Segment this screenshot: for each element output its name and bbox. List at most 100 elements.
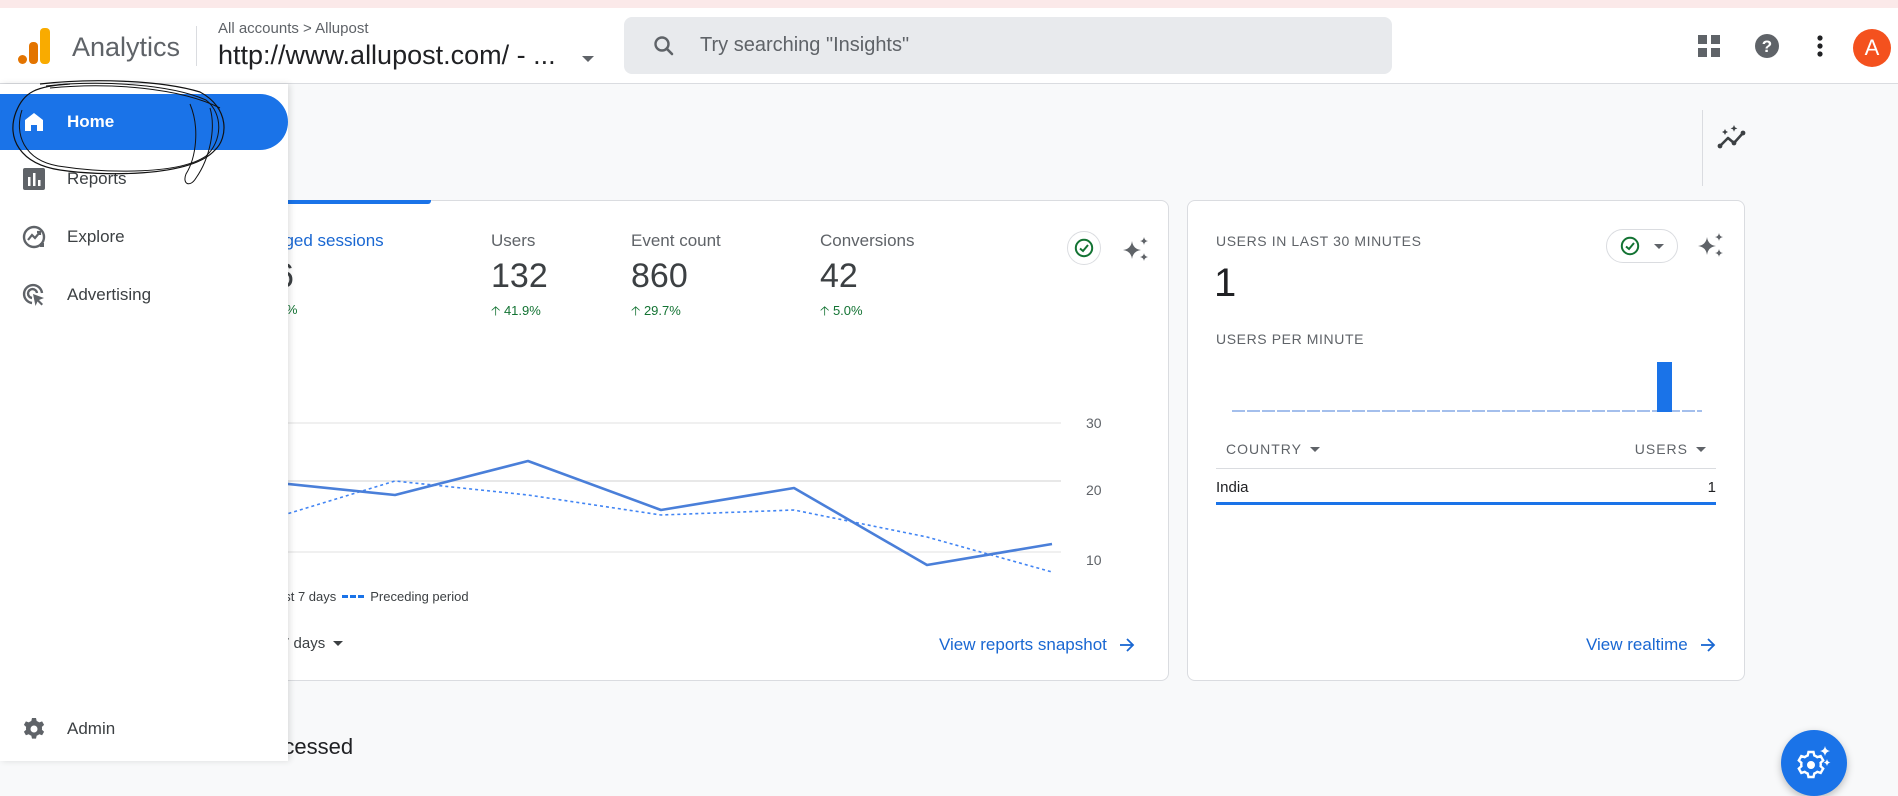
y-axis-labels: 30 20 10 0 [1086, 415, 1102, 568]
property-selector[interactable]: http://www.allupost.com/ - ... [218, 40, 556, 70]
sidebar-item-admin[interactable]: Admin [0, 701, 288, 757]
users-cell: 1 [1707, 479, 1716, 496]
metric-label: Users [491, 231, 536, 250]
avatar[interactable]: A [1853, 29, 1891, 67]
sparkle-insights-icon[interactable] [1121, 235, 1151, 265]
data-quality-check-button[interactable] [1067, 231, 1101, 265]
metric-event-count[interactable]: Event count 860 🡡 29.7% [631, 231, 721, 324]
app-header: Analytics All accounts > Allupost http:/… [0, 8, 1898, 84]
chevron-down-icon[interactable] [582, 56, 594, 62]
sidebar-item-label: Admin [67, 719, 116, 738]
metric-value: 132 [491, 257, 548, 295]
sidebar-item-explore[interactable]: Explore [0, 209, 288, 265]
country-cell: India [1216, 479, 1249, 496]
arrow-right-icon [1700, 638, 1716, 652]
view-reports-snapshot-link[interactable]: View reports snapshot [939, 635, 1135, 655]
arrow-up-icon: 🡡 [820, 303, 833, 318]
date-range-label: 7 days [281, 635, 326, 652]
bar-minute [1657, 362, 1672, 412]
search-bar[interactable] [624, 17, 1392, 74]
gear-sparkle-icon [1797, 746, 1831, 779]
sidebar-item-home[interactable]: Home [0, 94, 288, 150]
users-column-header[interactable]: USERS [1635, 441, 1706, 457]
metric-users[interactable]: Users 132 🡡 41.9% [491, 231, 548, 324]
arrow-up-icon: 🡡 [631, 303, 644, 318]
metric-change-value: 41.9% [503, 303, 541, 318]
check-circle-icon [1074, 238, 1094, 258]
sidebar-item-label: Reports [67, 169, 127, 188]
view-realtime-link[interactable]: View realtime [1586, 635, 1716, 655]
realtime-value: 1 [1214, 261, 1237, 305]
svg-text:30: 30 [1086, 415, 1102, 431]
metric-conversions[interactable]: Conversions 42 🡡 5.0% [820, 231, 915, 324]
header-divider [196, 26, 197, 66]
legend-current: ast 7 days [277, 589, 337, 604]
search-icon [654, 36, 674, 56]
users-per-minute-label: USERS PER MINUTE [1216, 331, 1365, 347]
help-icon[interactable]: ? [1751, 30, 1783, 62]
legend-dashed-line-icon [342, 595, 365, 598]
header-label: USERS [1634, 441, 1688, 457]
sparkle-insights-icon[interactable] [1696, 231, 1726, 261]
sidebar-item-label: Advertising [67, 285, 152, 304]
realtime-card: USERS IN LAST 30 MINUTES 1 USERS PER MIN… [1187, 200, 1745, 681]
top-strip [0, 0, 1898, 8]
ai-settings-fab[interactable] [1781, 730, 1847, 796]
link-label: View reports snapshot [939, 635, 1107, 654]
sidebar-item-label: Explore [67, 227, 125, 246]
realtime-table-header: COUNTRY USERS [1216, 437, 1716, 469]
realtime-filter-button[interactable] [1606, 229, 1678, 263]
apps-grid-icon[interactable] [1693, 30, 1725, 62]
chart-legend: ast 7 days Preceding period [277, 589, 469, 604]
home-icon [20, 108, 48, 136]
sidebar-item-advertising[interactable]: Advertising [0, 267, 288, 323]
insights-trend-icon[interactable] [1716, 122, 1748, 154]
metric-label: Conversions [820, 231, 915, 250]
arrow-right-icon [1119, 638, 1135, 652]
metric-value: 42 [820, 257, 858, 295]
link-label: View realtime [1586, 635, 1688, 654]
breadcrumb[interactable]: All accounts > Allupost [218, 20, 369, 37]
header-label: COUNTRY [1226, 441, 1302, 457]
overview-card: aged sessions 6 .2% Users 132 🡡 41.9% Ev… [230, 200, 1169, 681]
overview-line-chart[interactable]: 30 20 10 0 19 20 21 22 23 24 [231, 201, 1170, 581]
more-vert-icon[interactable] [1804, 30, 1836, 62]
metric-change-value: 5.0% [832, 303, 863, 318]
metric-change: 🡡 41.9% [491, 302, 548, 324]
main-content: e aged sessions 6 .2% Users 132 🡡 41.9% … [0, 84, 1898, 796]
metric-label: aged sessions [275, 231, 384, 250]
caret-down-icon [1696, 446, 1706, 452]
search-input[interactable] [700, 29, 1360, 61]
advertising-icon [20, 281, 48, 309]
caret-down-icon [1654, 243, 1664, 249]
metric-change: 🡡 5.0% [820, 302, 915, 324]
svg-text:?: ? [1762, 37, 1772, 56]
metric-change: 🡡 29.7% [631, 302, 721, 324]
divider [1702, 110, 1703, 186]
check-circle-icon [1620, 236, 1640, 256]
sidebar-item-label: Home [67, 112, 115, 131]
caret-down-icon [333, 641, 344, 646]
sidebar-item-reports[interactable]: Reports [0, 151, 288, 207]
date-range-selector[interactable]: 7 days [281, 635, 344, 652]
metric-label: Event count [631, 231, 721, 250]
realtime-title: USERS IN LAST 30 MINUTES [1216, 233, 1422, 249]
sidebar-nav: Home Reports Explore Advertising Admin [0, 84, 288, 761]
active-tab-indicator [231, 200, 431, 204]
table-row[interactable]: India 1 [1216, 469, 1716, 505]
series-last-7-days [231, 459, 1053, 567]
arrow-up-icon: 🡡 [491, 303, 504, 318]
legend-previous: Preceding period [370, 589, 469, 604]
users-per-minute-bar-chart[interactable] [1232, 357, 1702, 413]
chart-gridlines [231, 422, 1061, 553]
metric-value: 860 [631, 257, 688, 295]
svg-text:20: 20 [1086, 482, 1102, 498]
series-preceding-period [231, 480, 1053, 573]
bar-chart-icon [20, 165, 48, 193]
caret-down-icon [1309, 446, 1320, 452]
app-title: Analytics [72, 32, 181, 62]
country-column-header[interactable]: COUNTRY [1226, 441, 1320, 457]
analytics-logo-icon[interactable] [16, 24, 52, 64]
svg-text:10: 10 [1086, 552, 1102, 568]
gear-icon [20, 715, 48, 743]
